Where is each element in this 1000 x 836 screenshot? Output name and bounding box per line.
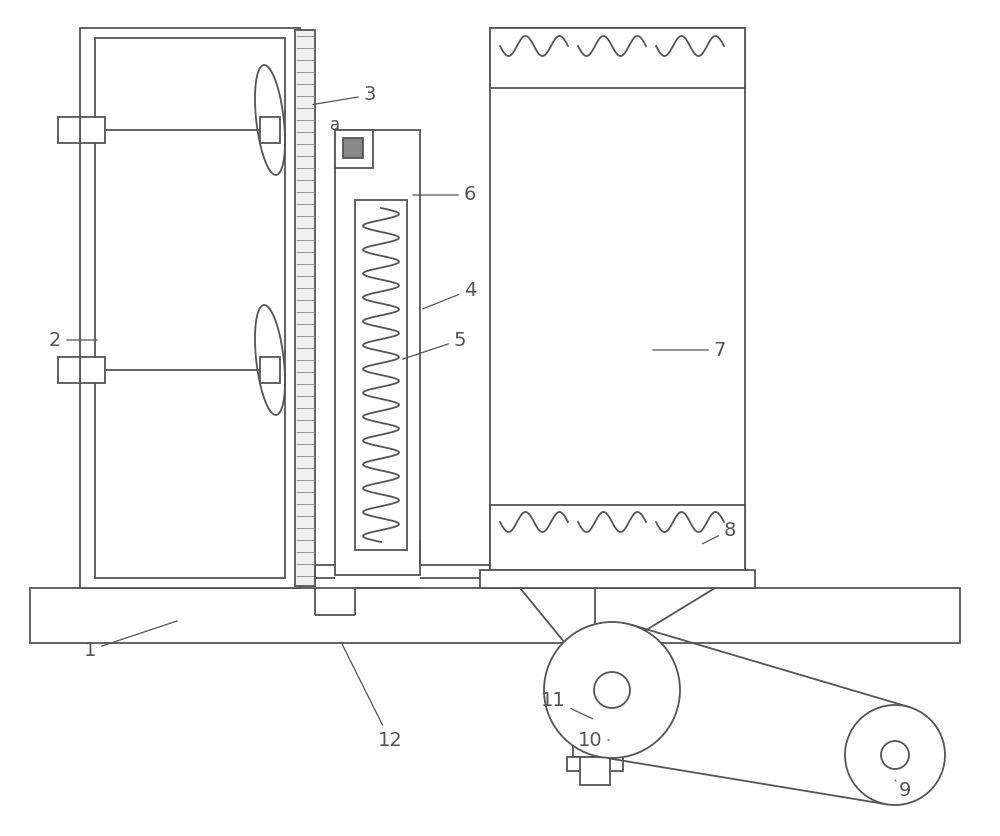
Bar <box>80 117 105 143</box>
Bar <box>490 28 745 570</box>
Bar <box>355 200 407 550</box>
Bar <box>490 28 745 88</box>
Bar <box>30 588 960 643</box>
Text: 6: 6 <box>413 186 476 205</box>
Text: 3: 3 <box>313 85 376 104</box>
Bar <box>567 757 623 771</box>
Text: 5: 5 <box>403 330 466 359</box>
Circle shape <box>594 672 630 708</box>
Bar <box>80 357 105 383</box>
Bar <box>573 743 617 757</box>
Bar <box>580 757 610 785</box>
Text: 2: 2 <box>49 330 97 349</box>
Bar <box>58 357 80 383</box>
Bar <box>577 688 613 702</box>
Bar <box>80 28 300 588</box>
Text: 1: 1 <box>84 621 177 660</box>
Bar <box>343 138 363 158</box>
Bar <box>490 505 745 570</box>
Text: 4: 4 <box>423 281 476 309</box>
Text: 8: 8 <box>702 521 736 543</box>
Bar <box>58 117 80 143</box>
Text: 11: 11 <box>541 691 592 719</box>
Text: 12: 12 <box>341 643 402 750</box>
Text: 9: 9 <box>895 780 911 799</box>
Text: 10: 10 <box>578 731 609 750</box>
Bar <box>260 117 280 143</box>
Bar <box>480 570 755 588</box>
Bar <box>335 130 420 575</box>
Bar <box>95 38 285 578</box>
Text: 7: 7 <box>653 340 726 359</box>
Circle shape <box>881 741 909 769</box>
Circle shape <box>845 705 945 805</box>
Bar <box>260 357 280 383</box>
Circle shape <box>544 622 680 758</box>
Text: a: a <box>330 116 340 134</box>
Bar <box>335 130 373 168</box>
Bar <box>295 30 315 586</box>
